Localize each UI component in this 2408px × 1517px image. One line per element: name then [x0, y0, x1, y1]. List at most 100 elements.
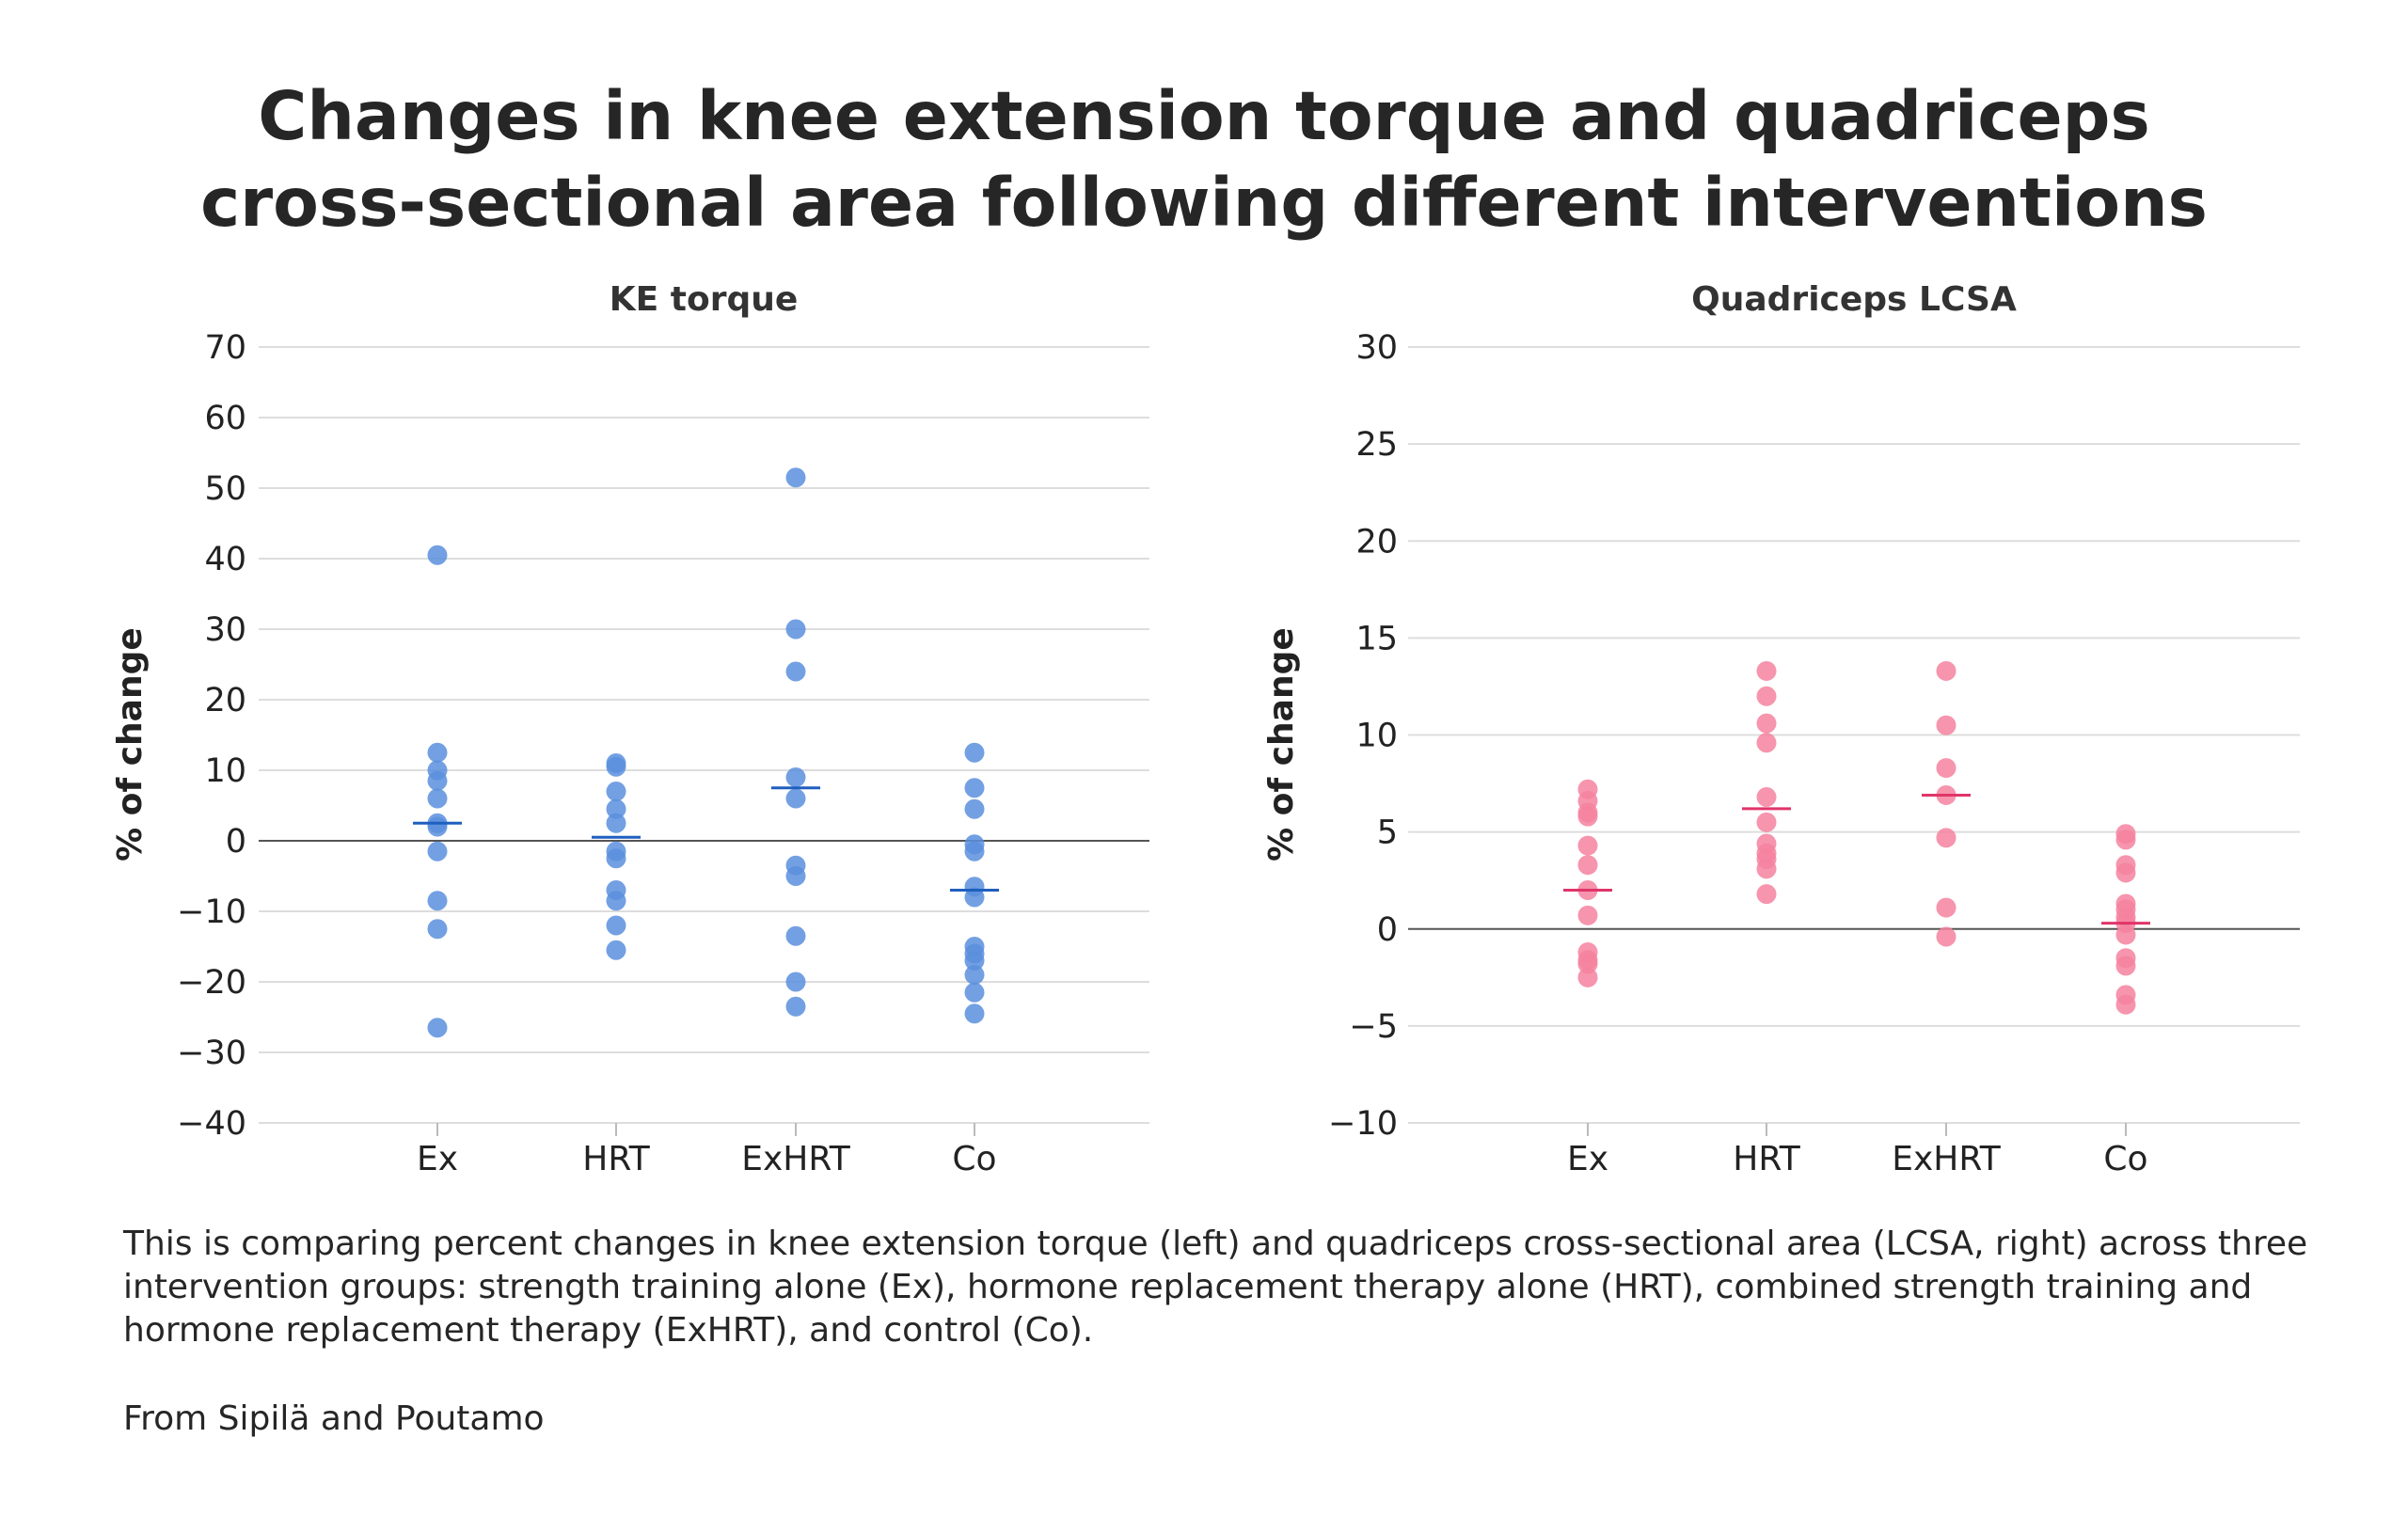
- quadriceps-lcsa-y-tick-label: 20: [1355, 523, 1398, 561]
- ke-torque-point-co: [964, 742, 985, 763]
- ke-torque-y-tick-label: 40: [204, 541, 246, 578]
- quadriceps-lcsa-point-exhrt: [1936, 758, 1956, 779]
- ke-torque-point-co: [964, 965, 985, 985]
- quadriceps-lcsa-y-axis-label: % of change: [1262, 627, 1301, 861]
- quadriceps-lcsa-y-tick-label: 30: [1355, 329, 1398, 367]
- quadriceps-lcsa-point-ex: [1577, 967, 1598, 988]
- quadriceps-lcsa-panel-title: Quadriceps LCSA: [1691, 280, 2017, 319]
- quadriceps-lcsa-point-hrt: [1756, 787, 1777, 807]
- ke-torque-point-hrt: [606, 798, 626, 819]
- ke-torque-point-ex: [427, 919, 448, 940]
- figure-caption: This is comparing percent changes in kne…: [123, 1225, 2308, 1350]
- ke-torque-point-hrt: [606, 756, 626, 777]
- quadriceps-lcsa-point-co: [2115, 862, 2136, 883]
- ke-torque-point-ex: [427, 742, 448, 763]
- quadriceps-lcsa-point-hrt: [1756, 884, 1777, 905]
- quadriceps-lcsa-x-tick-label-co: Co: [2103, 1140, 2147, 1178]
- figure-source: From Sipilä and Poutamo: [123, 1399, 545, 1438]
- quadriceps-lcsa-y-tick-label: 25: [1355, 426, 1398, 464]
- ke-torque-point-co: [964, 887, 985, 908]
- quadriceps-lcsa-point-ex: [1577, 855, 1598, 876]
- ke-torque-point-hrt: [606, 940, 626, 960]
- quadriceps-lcsa-y-tick-label: 10: [1355, 718, 1398, 755]
- ke-torque-y-tick-label: 30: [204, 611, 246, 649]
- chart-title: Changes in knee extension torque and qua…: [0, 73, 2408, 246]
- quadriceps-lcsa-point-ex: [1577, 806, 1598, 827]
- quadriceps-lcsa-point-exhrt: [1936, 660, 1956, 681]
- ke-torque-y-tick-label: −40: [177, 1105, 246, 1143]
- quadriceps-lcsa-point-ex: [1577, 835, 1598, 856]
- ke-torque-y-tick-label: 10: [204, 752, 246, 790]
- quadriceps-lcsa-y-tick-label: 0: [1377, 911, 1398, 949]
- ke-torque-y-tick-label: −10: [177, 893, 246, 931]
- ke-torque-point-co: [964, 778, 985, 798]
- quadriceps-lcsa-point-co: [2115, 830, 2136, 850]
- ke-torque-point-ex: [427, 891, 448, 911]
- ke-torque-point-exhrt: [785, 866, 806, 886]
- ke-torque-y-axis-label: % of change: [111, 627, 150, 861]
- ke-torque-point-hrt: [606, 813, 626, 833]
- quadriceps-lcsa-point-hrt: [1756, 686, 1777, 706]
- ke-torque-point-ex: [427, 770, 448, 791]
- quadriceps-lcsa-point-hrt: [1756, 660, 1777, 681]
- ke-torque-panel-title: KE torque: [610, 280, 799, 319]
- ke-torque-y-tick-label: 70: [204, 329, 246, 367]
- ke-torque-point-exhrt: [785, 619, 806, 640]
- ke-torque-y-tick-label: 20: [204, 682, 246, 719]
- ke-torque-point-ex: [427, 841, 448, 861]
- chart-title-line-1: Changes in knee extension torque and qua…: [258, 77, 2150, 155]
- ke-torque-x-tick-label-co: Co: [952, 1140, 996, 1178]
- quadriceps-lcsa-point-co: [2115, 994, 2136, 1015]
- ke-torque-point-exhrt: [785, 788, 806, 809]
- ke-torque-point-exhrt: [785, 925, 806, 946]
- quadriceps-lcsa-point-ex: [1577, 954, 1598, 974]
- ke-torque-point-hrt: [606, 915, 626, 936]
- ke-torque-point-ex: [427, 545, 448, 565]
- quadriceps-lcsa-point-exhrt: [1936, 897, 1956, 918]
- quadriceps-lcsa-x-tick-label-ex: Ex: [1567, 1140, 1608, 1178]
- ke-torque-point-hrt: [606, 891, 626, 911]
- ke-torque-point-exhrt: [785, 467, 806, 488]
- quadriceps-lcsa-point-hrt: [1756, 812, 1777, 832]
- ke-torque-point-exhrt: [785, 996, 806, 1017]
- ke-torque-x-tick-label-hrt: HRT: [582, 1140, 650, 1178]
- quadriceps-lcsa-point-exhrt: [1936, 926, 1956, 947]
- ke-torque-point-ex: [427, 788, 448, 809]
- ke-torque-y-tick-label: −20: [177, 964, 246, 1002]
- quadriceps-lcsa-panel: Quadriceps LCSA −10 −5 0 5 10 15 20 25 30 % of cha…: [1262, 280, 2300, 1178]
- quadriceps-lcsa-point-exhrt: [1936, 715, 1956, 735]
- quadriceps-lcsa-x-tick-label-exhrt: ExHRT: [1892, 1140, 2002, 1178]
- ke-torque-y-tick-label: 0: [226, 823, 246, 861]
- ke-torque-point-hrt: [606, 848, 626, 869]
- quadriceps-lcsa-y-tick-label: −10: [1328, 1105, 1398, 1143]
- quadriceps-lcsa-x-tick-label-hrt: HRT: [1733, 1140, 1800, 1178]
- ke-torque-y-tick-label: −30: [177, 1035, 246, 1072]
- ke-torque-point-exhrt: [785, 972, 806, 992]
- ke-torque-panel: KE torque −40 −30 −20 −10 0 10 20 30 40 50 60 70 % of…: [111, 280, 1149, 1178]
- ke-torque-point-exhrt: [785, 661, 806, 682]
- ke-torque-y-tick-label: 50: [204, 470, 246, 508]
- ke-torque-x-tick-label-ex: Ex: [417, 1140, 458, 1178]
- ke-torque-y-tick-label: 60: [204, 400, 246, 437]
- ke-torque-point-co: [964, 798, 985, 819]
- quadriceps-lcsa-y-tick-label: 15: [1355, 620, 1398, 657]
- ke-torque-point-co: [964, 951, 985, 971]
- ke-torque-point-co: [964, 982, 985, 1003]
- ke-torque-point-ex: [427, 1018, 448, 1038]
- quadriceps-lcsa-point-hrt: [1756, 713, 1777, 734]
- quadriceps-lcsa-point-hrt: [1756, 859, 1777, 879]
- ke-torque-point-co: [964, 1003, 985, 1024]
- quadriceps-lcsa-y-tick-label: 5: [1377, 814, 1398, 852]
- ke-torque-point-co: [964, 841, 985, 861]
- ke-torque-point-ex: [427, 816, 448, 837]
- ke-torque-x-tick-label-exhrt: ExHRT: [741, 1140, 851, 1178]
- quadriceps-lcsa-point-ex: [1577, 905, 1598, 925]
- chart-title-line-2: cross-sectional area following different…: [200, 164, 2208, 242]
- quadriceps-lcsa-point-hrt: [1756, 733, 1777, 753]
- quadriceps-lcsa-point-exhrt: [1936, 828, 1956, 848]
- quadriceps-lcsa-y-tick-label: −5: [1349, 1008, 1398, 1046]
- ke-torque-point-exhrt: [785, 767, 806, 787]
- quadriceps-lcsa-point-co: [2115, 924, 2136, 945]
- quadriceps-lcsa-point-co: [2115, 956, 2136, 976]
